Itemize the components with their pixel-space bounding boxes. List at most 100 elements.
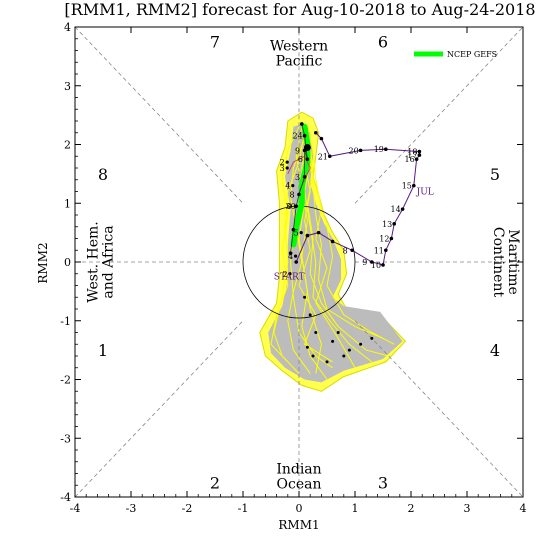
- ensemble-end-point-7: [370, 336, 374, 340]
- region-bottom-line-1: Indian: [276, 462, 321, 478]
- y-tick-label-4: -1: [60, 315, 71, 328]
- observed-point-4: [330, 239, 335, 244]
- ensemble-end-point-2: [331, 339, 335, 343]
- x-tick-label-8: 3: [464, 502, 471, 515]
- spread-day-label-3: 4: [285, 182, 290, 191]
- observed-day-label-9: 9: [362, 258, 367, 267]
- plot-area: 89 10111213141516171819202124693802343054…: [60, 21, 526, 515]
- observed-point-12: [412, 183, 416, 188]
- region-left-line-2: and Africa: [100, 225, 116, 298]
- phase-divider-line-4: [354, 320, 524, 498]
- observed-day-label-20: 20: [349, 146, 359, 155]
- y-axis-label: RMM2: [36, 242, 50, 283]
- ensemble-red-line: [287, 155, 311, 192]
- ensemble-end-point-8: [359, 342, 363, 346]
- region-right-line-2: Continent: [490, 227, 506, 298]
- observed-point-6: [370, 260, 374, 264]
- phase-divider-line-1: [74, 320, 244, 498]
- ensemble-day-label-2: 24: [293, 132, 303, 141]
- ensemble-mean-point-2: [302, 133, 307, 138]
- ensemble-member-line-7: [306, 144, 389, 357]
- ensemble-mean-point-8: [291, 227, 296, 232]
- phase-divider-line-2: [354, 26, 524, 204]
- phase-number-2: 2: [210, 473, 220, 492]
- ensemble-end-point-1: [314, 331, 318, 334]
- x-tick-label-6: 1: [352, 502, 359, 515]
- observed-day-label-14: 14: [391, 205, 401, 214]
- spread-day-label-4: 30: [286, 202, 296, 211]
- y-tick-label-5: 0: [64, 256, 71, 269]
- observed-point-18: [328, 154, 332, 159]
- observed-point-1: [294, 260, 299, 264]
- y-tick-label-9: 4: [64, 21, 71, 34]
- spread-day-label-5: 5: [294, 229, 299, 238]
- ensemble-end-point-5: [325, 360, 329, 364]
- ensemble-mean-point-9: [288, 251, 293, 255]
- observed-point-15: [417, 149, 422, 154]
- ensemble-end-point-4: [342, 354, 346, 358]
- spread-point-1: [285, 160, 289, 164]
- x-tick-label-9: 4: [520, 502, 527, 515]
- observed-point-5: [350, 248, 355, 253]
- observed-point-11: [400, 207, 405, 211]
- y-tick-label-2: -3: [60, 432, 71, 445]
- observed-day-label-16: 16: [405, 155, 415, 164]
- observed-point-2: [305, 233, 310, 238]
- observed-day-label-13: 13: [382, 220, 392, 229]
- ensemble-member-line-10: [270, 126, 300, 363]
- region-right-line-1: Maritime: [505, 229, 521, 295]
- region-bottom-line-2: Ocean: [277, 477, 322, 493]
- start-label: START: [274, 273, 305, 283]
- y-tick-label-1: -4: [60, 491, 71, 504]
- region-left-group: West. Hem. and Africa: [85, 221, 116, 302]
- observed-point-3: [316, 230, 321, 235]
- observed-day-label-17: 17: [407, 151, 417, 160]
- observed-day-label-18: 18: [407, 148, 417, 157]
- observed-point-17: [358, 148, 363, 153]
- observed-point-10: [392, 222, 397, 226]
- spread-point-3: [291, 184, 295, 188]
- observed-day-label-21: 21: [318, 152, 328, 161]
- observed-point-14: [417, 153, 422, 157]
- observed-point-20: [314, 130, 318, 135]
- observed-day-label-12: 12: [379, 235, 389, 244]
- region-top-line-2: Pacific: [276, 54, 323, 70]
- chart-title: [RMM1, RMM2] forecast for Aug-10-2018 to…: [64, 0, 535, 19]
- ensemble-end-point-11: [308, 313, 312, 317]
- spread-day-label-2: 3: [280, 164, 285, 173]
- observed-point-9: [389, 236, 394, 241]
- x-tick-label-7: 2: [408, 502, 415, 515]
- ensemble-mean-point-6: [297, 192, 301, 197]
- x-tick-label-4: -1: [238, 502, 249, 515]
- spread-day-label-7: 2: [282, 270, 287, 279]
- ensemble-mean-point-5: [302, 175, 307, 179]
- x-tick-label-3: -2: [182, 502, 193, 515]
- observed-day-label-11: 11: [374, 246, 384, 255]
- ensemble-day-label-7: 0: [287, 202, 292, 211]
- phase-number-8: 8: [98, 165, 108, 184]
- x-tick-label-1: -4: [70, 502, 81, 515]
- ensemble-member-line-12: [306, 126, 356, 369]
- observed-day-label-10: 10: [371, 261, 381, 270]
- spread-point-7: [288, 272, 292, 276]
- ensemble-end-point-6: [305, 345, 309, 349]
- ensemble-mean-point-3: [305, 157, 310, 161]
- y-tick-label-8: 3: [64, 80, 71, 93]
- observed-point-7: [381, 263, 385, 267]
- ensemble-day-label-6: 8: [289, 190, 294, 199]
- month-label: JUL: [416, 187, 434, 197]
- ensemble-end-point-9: [311, 354, 315, 358]
- y-tick-label-6: 1: [64, 197, 71, 210]
- spread-day-label-6: 4: [288, 252, 293, 261]
- y-tick-label-3: -2: [60, 374, 71, 387]
- ensemble-mean-point-1: [300, 122, 304, 126]
- ensemble-member-line-3: [273, 132, 306, 374]
- spread-day-label-1: 2: [280, 158, 285, 167]
- phase-number-6: 6: [378, 33, 388, 52]
- observed-day-label-19: 19: [374, 145, 384, 154]
- ensemble-end-point-12: [303, 295, 307, 299]
- ensemble-end-point-3: [347, 348, 351, 352]
